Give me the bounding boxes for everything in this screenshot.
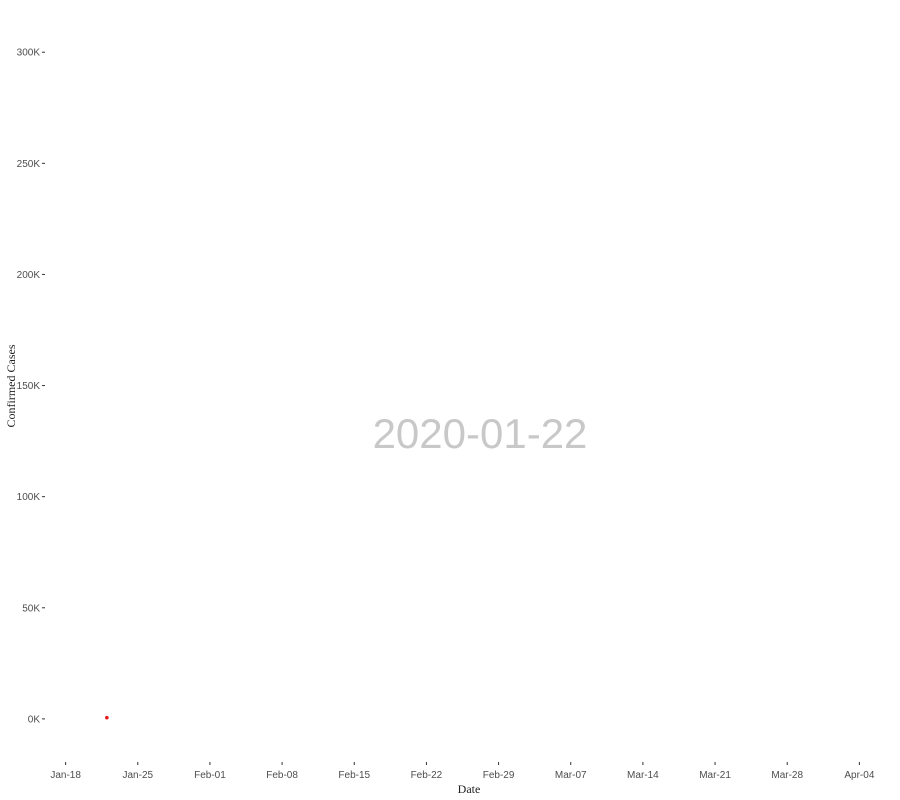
y-axis: 0K 50K 100K 150K 200K 250K 300K — [17, 48, 45, 725]
y-tick-label: 100K — [17, 492, 41, 503]
x-tick-label: Mar-21 — [699, 770, 731, 781]
y-tick-label: 300K — [17, 48, 41, 59]
y-tick-label: 250K — [17, 159, 41, 170]
x-tick-label: Feb-22 — [411, 770, 443, 781]
x-tick-label: Mar-14 — [627, 770, 659, 781]
frame-date-label: 2020-01-22 — [373, 410, 588, 457]
x-tick-label: Feb-01 — [194, 770, 226, 781]
x-tick-label: Apr-04 — [844, 770, 874, 781]
x-axis-title: Date — [458, 782, 481, 796]
data-points — [105, 715, 109, 720]
x-tick-label: Feb-29 — [483, 770, 515, 781]
x-tick-label: Feb-15 — [338, 770, 370, 781]
x-tick-label: Jan-18 — [50, 770, 81, 781]
y-tick-label: 150K — [17, 381, 41, 392]
y-tick-label: 0K — [28, 714, 41, 725]
x-tick-label: Mar-07 — [555, 770, 587, 781]
y-tick-label: 50K — [22, 603, 40, 614]
x-tick-label: Feb-08 — [266, 770, 298, 781]
x-axis: Jan-18 Jan-25 Feb-01 Feb-08 Feb-15 Feb-22 Feb-… — [50, 762, 875, 781]
x-tick-label: Mar-28 — [771, 770, 803, 781]
y-axis-title: Confirmed Cases — [4, 344, 18, 427]
y-tick-label: 200K — [17, 270, 41, 281]
x-tick-label: Jan-25 — [122, 770, 153, 781]
data-point — [105, 715, 109, 720]
